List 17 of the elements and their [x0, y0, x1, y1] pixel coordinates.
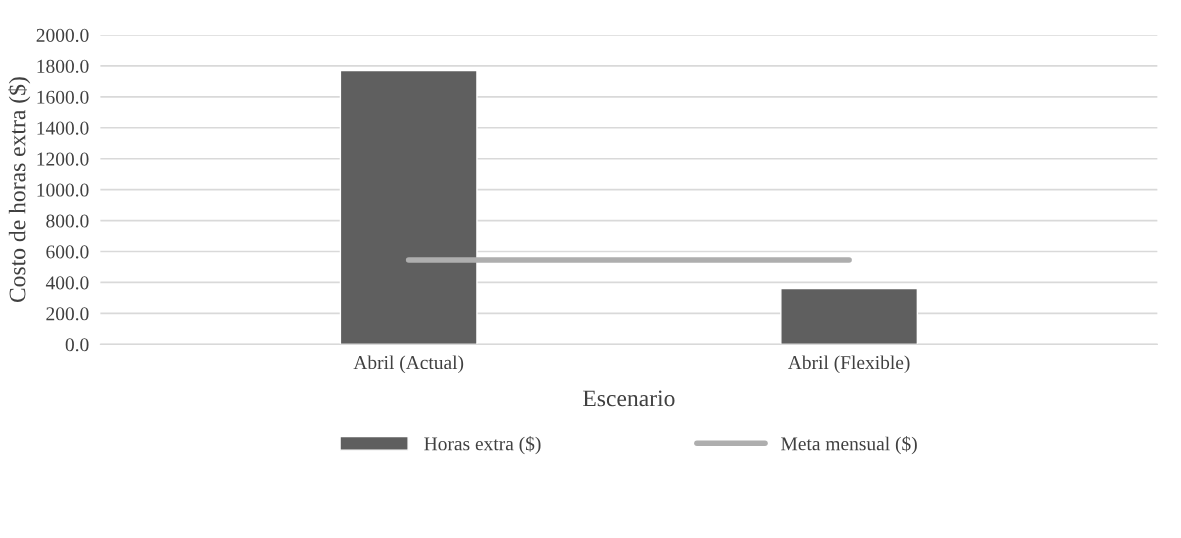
y-tick-label: 1200.0 [37, 152, 89, 166]
y-tick-label: 200.0 [46, 307, 89, 321]
y-axis-title: Costo de horas extra ($) [8, 77, 31, 303]
y-tick-label: 400.0 [45, 276, 89, 290]
y-tick-label: 2000.0 [36, 28, 89, 42]
x-tick-label: Abril (Actual) [353, 355, 464, 374]
y-tick-label: 1600.0 [37, 90, 89, 104]
x-tick-label: Abril (Flexible) [787, 355, 910, 374]
x-axis-title: Escenario [583, 390, 675, 407]
y-tick-label: 0.0 [65, 338, 89, 352]
y-tick-label: 1800.0 [37, 59, 89, 73]
legend-label: Meta mensual ($) [781, 436, 917, 455]
legend-label: Horas extra ($) [424, 436, 541, 455]
y-tick-label: 800.0 [46, 214, 89, 228]
y-tick-label: 600.0 [46, 245, 89, 259]
y-tick-label: 1000.0 [37, 183, 89, 197]
y-tick-label: 1400.0 [37, 121, 89, 135]
